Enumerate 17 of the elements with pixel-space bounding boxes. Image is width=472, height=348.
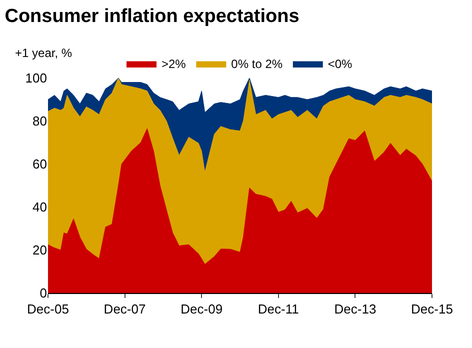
y-axis-title: +1 year, % — [15, 46, 72, 60]
y-tick-label: 20 — [32, 242, 47, 258]
x-tick-label: Dec-11 — [258, 302, 299, 317]
legend-label: <0% — [328, 57, 353, 72]
chart-title: Consumer inflation expectations — [4, 6, 300, 27]
x-tick-label: Dec-09 — [180, 302, 223, 317]
x-tick-label: Dec-05 — [27, 302, 69, 317]
legend-label: >2% — [162, 57, 186, 72]
y-tick-label: 60 — [32, 156, 47, 172]
y-tick-label: 80 — [32, 114, 47, 129]
legend-label: 0% to 2% — [231, 57, 283, 72]
y-tick-label: 100 — [25, 70, 47, 86]
y-tick-label: 40 — [32, 200, 47, 215]
x-tick-label: Dec-15 — [411, 302, 453, 317]
x-tick-label: Dec-07 — [104, 302, 146, 317]
y-tick-label: 0 — [40, 286, 47, 301]
x-tick-label: Dec-13 — [334, 302, 376, 317]
